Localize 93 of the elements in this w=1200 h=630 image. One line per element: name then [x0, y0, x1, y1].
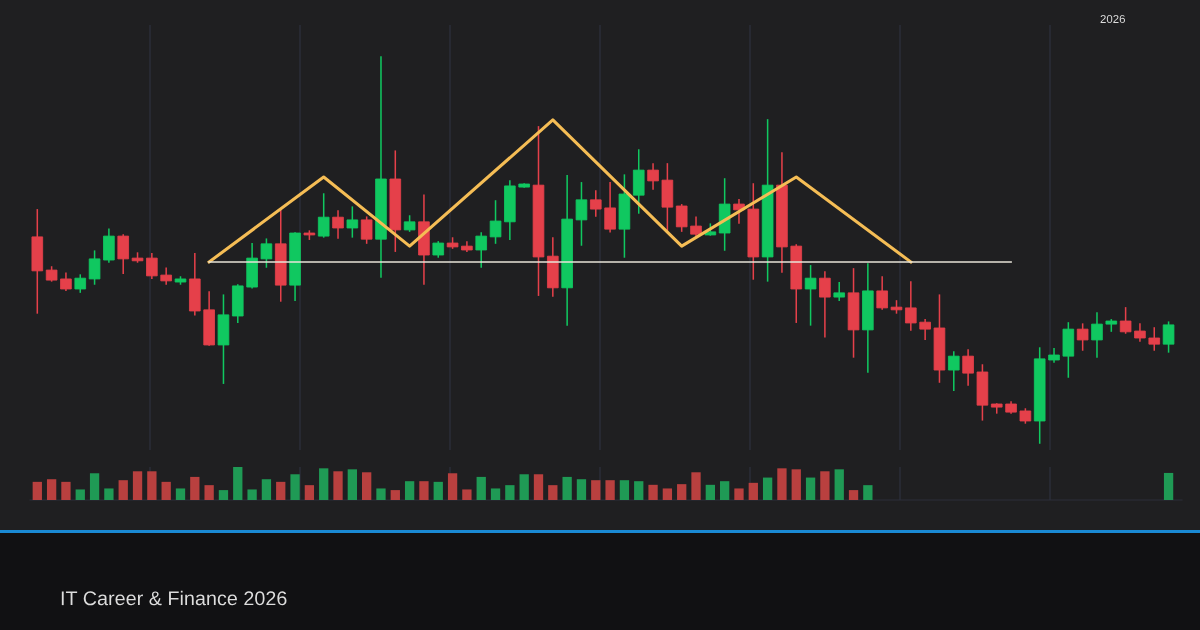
- candlestick: [146, 253, 158, 279]
- candlestick: [675, 204, 688, 232]
- bar: [175, 488, 186, 500]
- bar: [748, 482, 758, 500]
- bar: [233, 467, 243, 500]
- bar: [46, 479, 57, 500]
- bar: [118, 480, 128, 500]
- candlestick: [589, 190, 602, 217]
- bar: [319, 468, 329, 500]
- candlestick: [1091, 312, 1103, 358]
- text: 2026: [1100, 14, 1125, 24]
- bar: [132, 471, 143, 500]
- bar: [562, 476, 572, 500]
- bar: [848, 490, 859, 500]
- bar: [347, 469, 357, 500]
- candlestick: [733, 199, 745, 224]
- bar: [648, 484, 658, 500]
- bar: [390, 490, 400, 500]
- text: IT Career & Finance 2026: [61, 590, 287, 606]
- candlestick: [604, 182, 616, 233]
- bar: [362, 472, 372, 500]
- candlestick: [346, 206, 359, 238]
- bar: [75, 489, 85, 500]
- bar: [462, 489, 472, 500]
- bar: [1163, 472, 1174, 500]
- candlestick: [690, 216, 702, 238]
- candlestick: [489, 200, 502, 244]
- bar: [433, 481, 443, 500]
- candlestick: [876, 276, 888, 310]
- candlestick: [947, 351, 960, 391]
- bar: [89, 473, 100, 500]
- bar: [404, 481, 415, 500]
- bar: [705, 484, 715, 500]
- bar: [247, 489, 257, 500]
- bar: [619, 480, 630, 500]
- bar: [720, 481, 730, 500]
- candlestick: [360, 216, 373, 244]
- bar: [777, 468, 787, 500]
- bar: [634, 481, 644, 500]
- candlestick: [819, 271, 831, 338]
- candlestick: [1148, 327, 1161, 351]
- bar: [147, 471, 157, 500]
- bar: [447, 473, 458, 500]
- bar: [605, 480, 615, 500]
- bar: [419, 481, 429, 500]
- bar: [490, 488, 501, 500]
- candlestick: [647, 163, 659, 190]
- bar: [834, 469, 844, 500]
- candlestick: [1162, 321, 1175, 353]
- bar: [734, 488, 744, 500]
- bar: [204, 485, 214, 500]
- candlestick: [905, 281, 917, 331]
- bar: [533, 474, 544, 500]
- bar: [863, 485, 873, 500]
- candlestick: [804, 265, 817, 326]
- candlestick: [103, 228, 115, 263]
- bar: [32, 481, 42, 500]
- bar: [576, 479, 587, 500]
- bar: [691, 472, 701, 500]
- candlestick: [475, 232, 488, 268]
- candlestick: [117, 234, 130, 274]
- bar: [762, 477, 773, 500]
- candlestick: [332, 210, 344, 239]
- bar: [276, 481, 286, 500]
- candlestick: [919, 319, 931, 340]
- bar: [190, 476, 200, 500]
- bar: [791, 469, 801, 500]
- candlestick: [1119, 307, 1132, 334]
- bar: [304, 485, 315, 500]
- bar: [548, 485, 558, 500]
- bar: [218, 490, 229, 500]
- bar: [805, 477, 816, 500]
- candlestick: [962, 349, 974, 386]
- bar: [61, 481, 71, 500]
- bar: [161, 481, 171, 500]
- bar: [677, 484, 687, 500]
- bar: [376, 488, 386, 500]
- bar: [820, 471, 830, 500]
- bar: [104, 488, 114, 500]
- bar: [476, 476, 486, 500]
- bar: [591, 480, 601, 500]
- bar: [290, 474, 300, 500]
- bar: [261, 479, 272, 500]
- candlestick: [1076, 323, 1089, 351]
- candlestick: [260, 238, 273, 268]
- bar: [333, 471, 343, 500]
- candlestick: [317, 193, 330, 238]
- bar: [505, 485, 515, 500]
- bar: [519, 474, 529, 500]
- candlestick: [833, 282, 846, 301]
- bar: [662, 488, 673, 500]
- candlestick: [575, 182, 588, 246]
- candlestick: [88, 250, 101, 285]
